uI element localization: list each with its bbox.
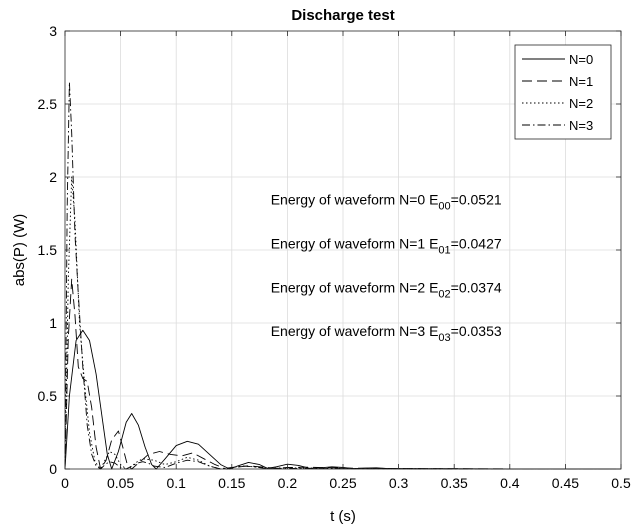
y-tick-label: 2.5 xyxy=(38,96,58,112)
series-line-n2 xyxy=(64,176,622,470)
annotation-text: Energy of waveform N=1 E xyxy=(271,236,439,252)
annotation-value: =0.0374 xyxy=(451,279,502,295)
y-tick-label: 3 xyxy=(49,23,57,39)
annotation-subscript: 00 xyxy=(438,201,450,213)
x-tick-label: 0.1 xyxy=(166,475,186,491)
annotation-subscript: 02 xyxy=(438,288,450,300)
legend-label-n1: N=1 xyxy=(569,74,593,89)
annotation-text: Energy of waveform N=2 E xyxy=(271,279,439,295)
grid xyxy=(65,31,621,469)
x-tick-label: 0.45 xyxy=(552,475,579,491)
legend-label-n2: N=2 xyxy=(569,96,593,111)
x-tick-label: 0.5 xyxy=(611,475,631,491)
x-tick-label: 0.2 xyxy=(278,475,298,491)
x-tick-label: 0 xyxy=(61,475,69,491)
y-tick-label: 1.5 xyxy=(38,242,58,258)
series-group xyxy=(64,81,622,470)
annotation-subscript: 03 xyxy=(438,332,450,344)
x-tick-label: 0.4 xyxy=(500,475,520,491)
ticks: 0 0.05 0.1 0.15 0.2 0.25 0.3 0.35 0.4 0.45 0.5 0 0.5… xyxy=(38,23,631,491)
x-tick-label: 0.25 xyxy=(329,475,356,491)
energy-annotation-3: Energy of waveform N=3 E03=0.0353 xyxy=(271,323,502,344)
x-tick-label: 0.3 xyxy=(389,475,409,491)
legend: N=0 N=1 N=2 N=3 xyxy=(514,44,612,140)
x-tick-label: 0.15 xyxy=(218,475,245,491)
annotation-value: =0.0427 xyxy=(451,236,502,252)
y-tick-label: 0.5 xyxy=(38,388,58,404)
y-tick-label: 1 xyxy=(49,315,57,331)
legend-label-n0: N=0 xyxy=(569,52,593,67)
energy-annotation-2: Energy of waveform N=2 E02=0.0374 xyxy=(271,279,502,300)
x-tick-label: 0.05 xyxy=(107,475,134,491)
chart-title: Discharge test xyxy=(291,7,394,24)
legend-label-n3: N=3 xyxy=(569,118,593,133)
x-axis-label: t (s) xyxy=(330,508,356,525)
annotations: Energy of waveform N=0 E00=0.0521Energy … xyxy=(271,192,502,344)
annotation-text: Energy of waveform N=0 E xyxy=(271,192,439,208)
y-axis-label: abs(P) (W) xyxy=(11,214,28,287)
series-line-n3 xyxy=(64,81,622,470)
y-tick-label: 2 xyxy=(49,169,57,185)
energy-annotation-0: Energy of waveform N=0 E00=0.0521 xyxy=(271,192,502,213)
annotation-value: =0.0521 xyxy=(451,192,502,208)
legend-box xyxy=(514,44,612,140)
annotation-text: Energy of waveform N=3 E xyxy=(271,323,439,339)
annotation-value: =0.0353 xyxy=(451,323,502,339)
y-tick-label: 0 xyxy=(49,461,57,477)
energy-annotation-1: Energy of waveform N=1 E01=0.0427 xyxy=(271,236,502,257)
annotation-subscript: 01 xyxy=(438,245,450,257)
x-tick-label: 0.35 xyxy=(441,475,468,491)
